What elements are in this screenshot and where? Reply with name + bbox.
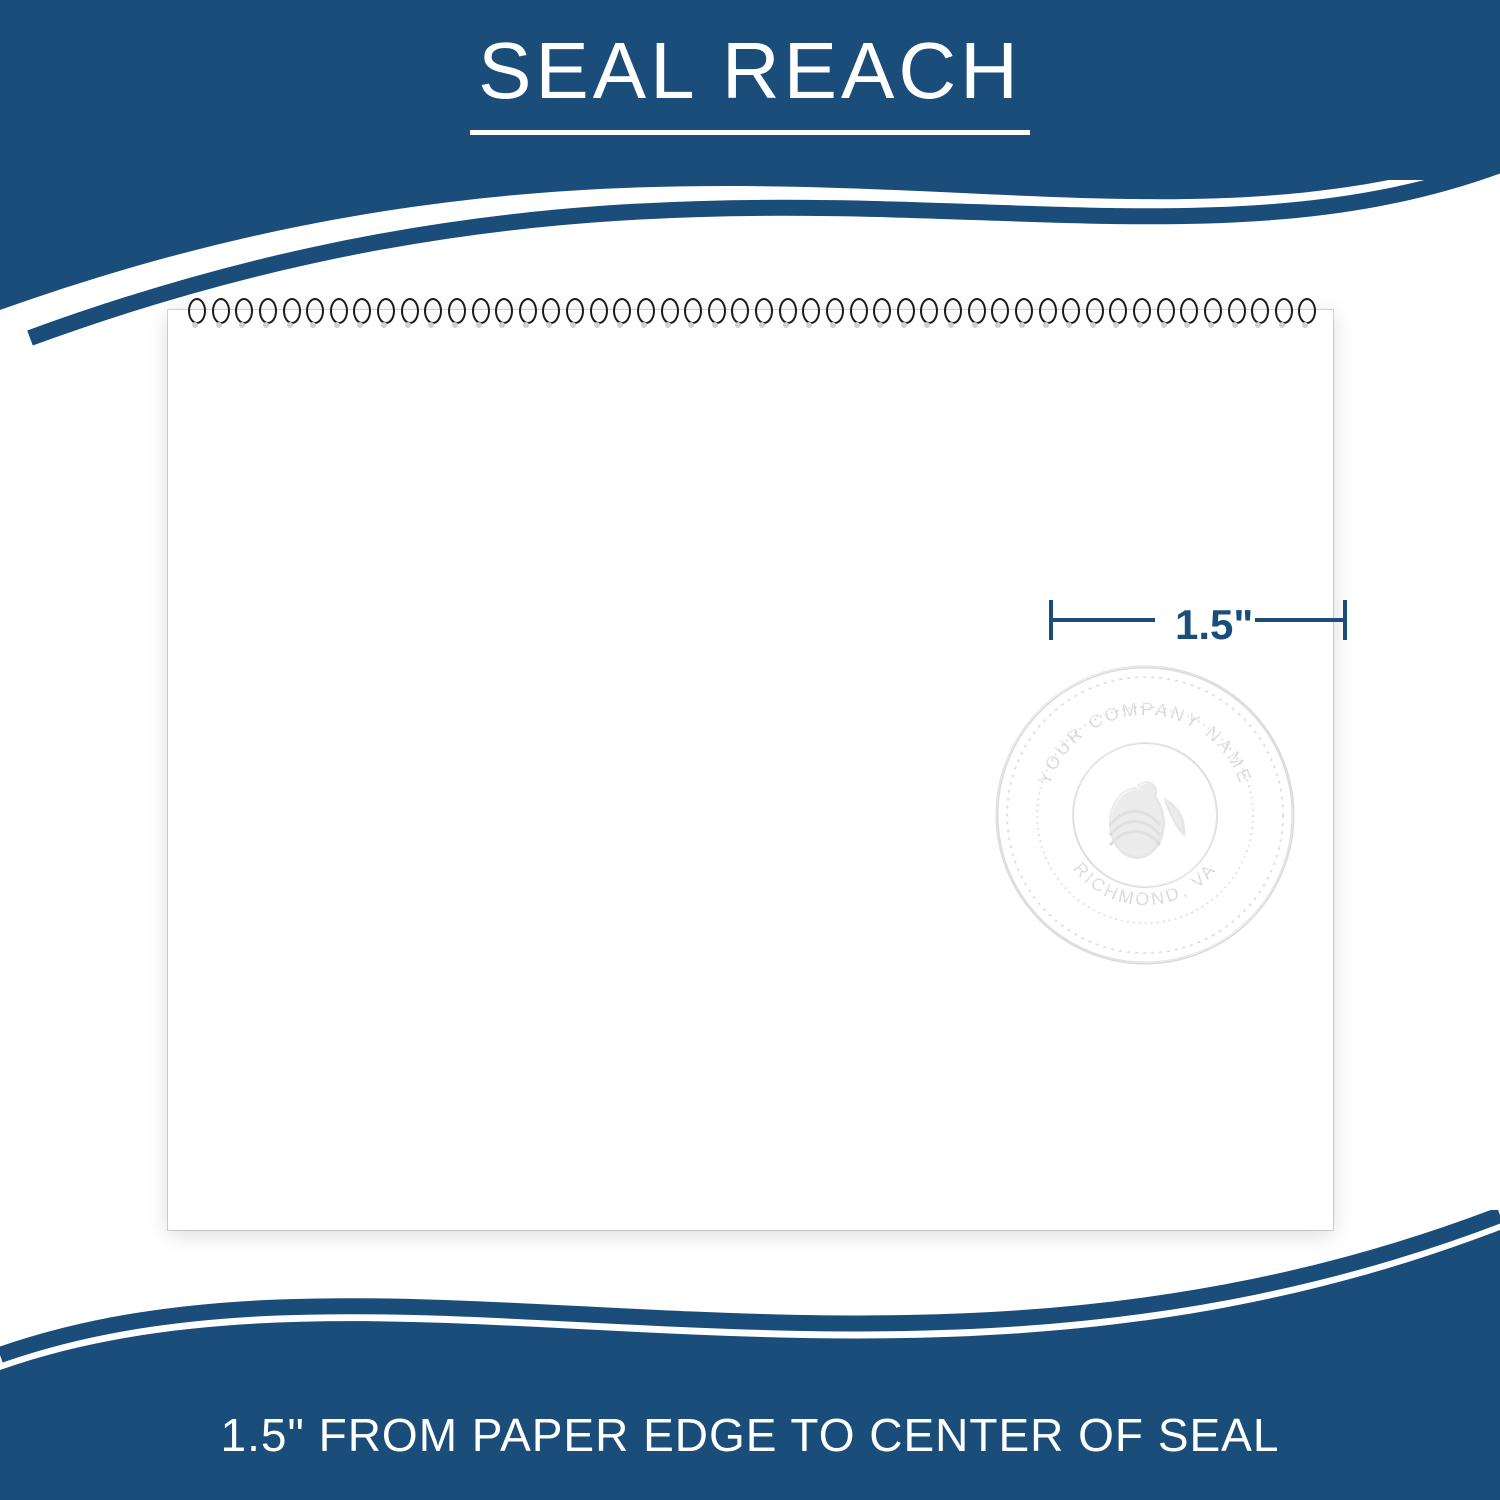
spiral-ring <box>1133 298 1147 332</box>
measurement-indicator: 1.5" <box>1045 595 1355 645</box>
spiral-ring <box>188 298 202 332</box>
spiral-ring <box>826 298 840 332</box>
footer-text: 1.5" FROM PAPER EDGE TO CENTER OF SEAL <box>221 1408 1280 1462</box>
spiral-ring <box>637 298 651 332</box>
spiral-ring <box>1109 298 1123 332</box>
spiral-ring <box>259 298 273 332</box>
spiral-ring <box>1039 298 1053 332</box>
spiral-ring <box>212 298 226 332</box>
spiral-ring <box>542 298 556 332</box>
title-underline <box>470 130 1030 135</box>
spiral-ring <box>802 298 816 332</box>
spiral-ring <box>1251 298 1265 332</box>
spiral-ring <box>401 298 415 332</box>
spiral-ring <box>779 298 793 332</box>
footer-band: 1.5" FROM PAPER EDGE TO CENTER OF SEAL <box>0 1370 1500 1500</box>
spiral-ring <box>613 298 627 332</box>
spiral-ring <box>684 298 698 332</box>
page-title: SEAL REACH <box>478 25 1022 117</box>
spiral-ring <box>495 298 509 332</box>
spiral-binding <box>188 298 1313 332</box>
spiral-ring <box>1298 298 1312 332</box>
spiral-ring <box>519 298 533 332</box>
spiral-ring <box>920 298 934 332</box>
spiral-ring <box>897 298 911 332</box>
spiral-ring <box>661 298 675 332</box>
spiral-ring <box>1062 298 1076 332</box>
spiral-ring <box>708 298 722 332</box>
spiral-ring <box>1157 298 1171 332</box>
spiral-ring <box>944 298 958 332</box>
spiral-ring <box>850 298 864 332</box>
spiral-ring <box>235 298 249 332</box>
spiral-ring <box>1204 298 1218 332</box>
embossed-seal: YOUR COMPANY NAME RICHMOND, VA <box>990 660 1300 970</box>
spiral-ring <box>1180 298 1194 332</box>
spiral-ring <box>377 298 391 332</box>
spiral-ring <box>283 298 297 332</box>
spiral-ring <box>424 298 438 332</box>
spiral-ring <box>1086 298 1100 332</box>
spiral-ring <box>873 298 887 332</box>
spiral-ring <box>755 298 769 332</box>
spiral-ring <box>448 298 462 332</box>
measurement-label: 1.5" <box>1175 601 1253 649</box>
spiral-ring <box>731 298 745 332</box>
spiral-ring <box>306 298 320 332</box>
spiral-ring <box>330 298 344 332</box>
spiral-ring <box>353 298 367 332</box>
spiral-ring <box>1228 298 1242 332</box>
seal-bottom-text: RICHMOND, VA <box>1069 858 1220 909</box>
spiral-ring <box>1015 298 1029 332</box>
spiral-ring <box>566 298 580 332</box>
spiral-ring <box>991 298 1005 332</box>
spiral-ring <box>590 298 604 332</box>
spiral-ring <box>968 298 982 332</box>
spiral-ring <box>1275 298 1289 332</box>
spiral-ring <box>472 298 486 332</box>
